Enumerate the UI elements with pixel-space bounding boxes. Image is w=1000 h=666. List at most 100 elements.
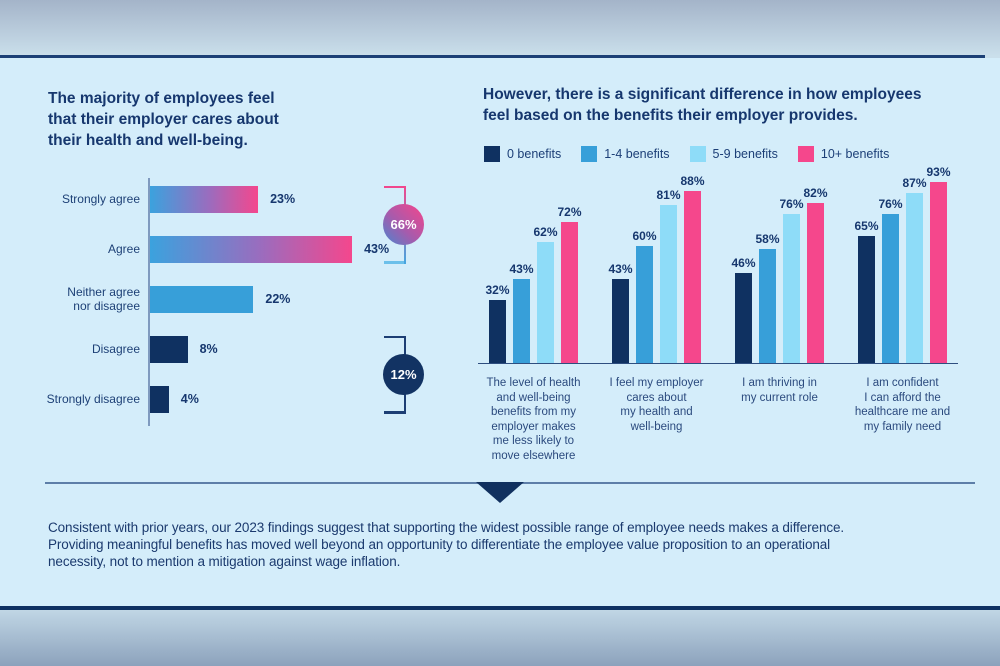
bar <box>513 278 530 363</box>
bar <box>906 192 923 363</box>
value-label: 62% <box>533 224 558 239</box>
bracket-top-tick <box>384 185 404 188</box>
bar <box>612 278 629 363</box>
bracket-total-badge: 66% <box>383 204 424 245</box>
bar <box>783 214 800 363</box>
legend-swatch <box>581 146 598 162</box>
value-label: 43% <box>364 242 390 256</box>
down-arrow-icon <box>476 482 524 503</box>
value-label: 22% <box>265 292 291 306</box>
bracket-top-tick <box>384 335 404 338</box>
bar <box>684 190 701 363</box>
value-label: 8% <box>199 342 218 356</box>
legend-swatch <box>797 146 814 162</box>
bar-column: 82% <box>803 165 828 363</box>
benefits-legend: 0 benefits 1-4 benefits 5-9 benefits 10+ be… <box>484 146 889 162</box>
legend-label: 10+ benefits <box>820 147 890 161</box>
bar-row: Disagree 8% <box>40 324 460 374</box>
category-label: I feel my employer cares about my health… <box>609 377 704 433</box>
summary-note: Consistent with prior years, our 2023 fi… <box>48 520 845 569</box>
bar <box>930 181 947 363</box>
value-label: 58% <box>755 232 780 247</box>
panel-bottom-border <box>0 606 1000 610</box>
category-label: I am thriving in my current role <box>741 377 818 404</box>
bracket-bottom-tick <box>384 261 404 264</box>
bar-column: 43% <box>509 165 534 363</box>
legend-label: 0 benefits <box>507 147 562 161</box>
bar <box>150 335 188 363</box>
bar-group-2: 46% 58% 76% 82% <box>731 165 828 363</box>
x-axis-line <box>478 362 958 364</box>
bar <box>858 235 875 363</box>
bar <box>636 245 653 363</box>
category-label: Neither agree nor disagree <box>67 285 140 313</box>
value-label: 32% <box>485 283 510 298</box>
value-label: 81% <box>656 187 681 202</box>
benefits-grouped-bar-chart: 32% 43% 62% 72% 43% 60% 81% 88% 46% 58% 76% 82% 65% 7… <box>478 164 960 364</box>
bar-row: Neither agree nor disagree 22% <box>40 274 460 324</box>
category-label: Disagree <box>91 342 140 356</box>
value-label: 60% <box>632 228 657 243</box>
bar <box>537 241 554 363</box>
legend-label: 5-9 benefits <box>712 147 778 161</box>
value-label: 82% <box>803 185 828 200</box>
bar-column: 72% <box>557 165 582 363</box>
bar <box>807 202 824 363</box>
left-chart-title: The majority of employees feel that thei… <box>48 90 279 149</box>
bar-group-1: 43% 60% 81% 88% <box>608 165 705 363</box>
value-label: 65% <box>854 218 879 233</box>
value-label: 43% <box>509 261 534 276</box>
bar <box>759 249 776 363</box>
bar <box>882 214 899 363</box>
bar-column: 46% <box>731 165 756 363</box>
category-label: Agree <box>107 242 140 256</box>
bar <box>150 385 169 413</box>
bar-column: 32% <box>485 165 510 363</box>
category-label: The level of health and well-being benef… <box>486 377 581 462</box>
legend-swatch <box>689 146 706 162</box>
category-label: Strongly agree <box>61 192 140 206</box>
legend-item-2: 5-9 benefits <box>689 146 778 162</box>
bar-column: 76% <box>878 165 903 363</box>
agreement-bar-chart: Strongly agree 23% Agree 43% Neither agree n… <box>40 174 460 426</box>
bar <box>561 222 578 363</box>
bar <box>150 185 259 213</box>
y-axis-line <box>148 178 150 426</box>
value-label: 23% <box>270 192 296 206</box>
bar <box>150 285 254 313</box>
legend-item-1: 1-4 benefits <box>581 146 670 162</box>
bracket-bottom-tick <box>384 411 404 414</box>
bar <box>735 272 752 363</box>
legend-item-3: 10+ benefits <box>797 146 890 162</box>
category-label: Strongly disagree <box>46 392 140 406</box>
value-label: 76% <box>878 197 903 212</box>
bar-group-3: 65% 76% 87% 93% <box>854 165 951 363</box>
legend-swatch <box>484 146 500 162</box>
bar-row: Strongly agree 23% <box>40 174 460 224</box>
bar-column: 87% <box>902 165 927 363</box>
legend-item-0: 0 benefits <box>484 146 561 162</box>
value-label: 4% <box>180 392 199 406</box>
bar <box>489 300 506 363</box>
bar-column: 88% <box>680 165 705 363</box>
value-label: 43% <box>608 261 633 276</box>
bar <box>150 235 353 263</box>
value-label: 88% <box>680 173 705 188</box>
category-label: I am confident I can afford the healthca… <box>854 377 951 433</box>
legend-label: 1-4 benefits <box>604 147 670 161</box>
bar-column: 65% <box>854 165 879 363</box>
bracket-66%: 66% <box>383 185 424 264</box>
value-label: 93% <box>926 164 951 179</box>
bar <box>660 204 677 363</box>
bar-column: 81% <box>656 165 681 363</box>
panel-top-border <box>0 55 985 58</box>
bar-column: 93% <box>926 165 951 363</box>
bracket-12%: 12% <box>383 335 424 414</box>
value-label: 72% <box>557 205 582 220</box>
bar-column: 76% <box>779 165 804 363</box>
bar-row: Agree 43% <box>40 224 460 274</box>
bar-column: 60% <box>632 165 657 363</box>
bar-column: 58% <box>755 165 780 363</box>
bar-column: 62% <box>533 165 558 363</box>
